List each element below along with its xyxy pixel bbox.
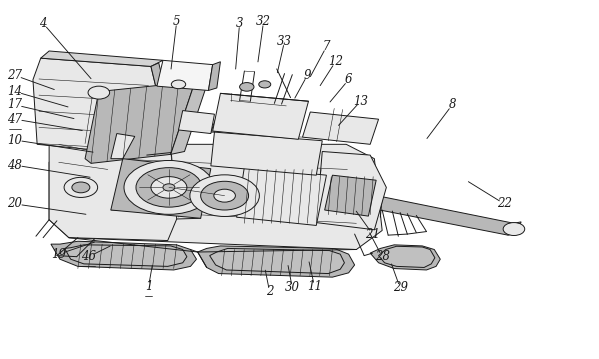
Circle shape (88, 86, 110, 99)
Text: 47: 47 (7, 113, 23, 126)
Circle shape (72, 182, 90, 193)
Text: 10: 10 (7, 134, 23, 146)
Polygon shape (374, 197, 514, 235)
Polygon shape (65, 245, 187, 266)
Polygon shape (33, 58, 159, 155)
Text: 30: 30 (285, 281, 300, 294)
Text: 48: 48 (7, 159, 23, 172)
Polygon shape (210, 248, 344, 274)
Polygon shape (211, 132, 322, 175)
Text: 12: 12 (328, 55, 343, 68)
Polygon shape (208, 62, 220, 90)
Text: 20: 20 (7, 197, 23, 210)
Circle shape (136, 168, 202, 207)
Circle shape (124, 160, 214, 214)
Circle shape (64, 177, 98, 197)
Text: 33: 33 (277, 35, 292, 48)
Text: 21: 21 (365, 228, 380, 241)
Text: 14: 14 (7, 85, 23, 98)
Text: 7: 7 (323, 40, 330, 53)
Text: 13: 13 (353, 95, 368, 108)
Circle shape (259, 81, 271, 88)
Polygon shape (316, 151, 386, 230)
Polygon shape (325, 175, 376, 216)
Polygon shape (213, 93, 308, 139)
Text: 11: 11 (307, 280, 322, 293)
Text: 2: 2 (266, 285, 273, 298)
Polygon shape (198, 246, 355, 277)
Polygon shape (41, 51, 163, 66)
Circle shape (240, 83, 254, 91)
Text: 6: 6 (345, 73, 352, 86)
Polygon shape (157, 60, 213, 90)
Text: 4: 4 (40, 17, 47, 30)
Polygon shape (379, 246, 435, 267)
Text: 19: 19 (51, 248, 66, 261)
Circle shape (214, 189, 235, 202)
Polygon shape (302, 112, 379, 144)
Polygon shape (179, 111, 214, 134)
Polygon shape (49, 145, 177, 241)
Text: 32: 32 (256, 15, 271, 28)
Polygon shape (370, 245, 440, 270)
Circle shape (151, 177, 187, 198)
Polygon shape (51, 241, 196, 270)
Circle shape (503, 223, 525, 236)
Polygon shape (211, 116, 225, 132)
Polygon shape (237, 145, 252, 167)
Text: 5: 5 (173, 15, 180, 28)
Text: 9: 9 (304, 69, 311, 82)
Text: 22: 22 (497, 197, 512, 210)
Polygon shape (147, 63, 167, 155)
Polygon shape (111, 159, 211, 218)
Circle shape (171, 80, 186, 89)
Text: 8: 8 (449, 98, 456, 111)
Text: 17: 17 (7, 98, 23, 111)
Text: 46: 46 (81, 250, 96, 263)
Polygon shape (49, 144, 382, 250)
Text: 27: 27 (7, 69, 23, 82)
Text: 28: 28 (374, 250, 390, 263)
Polygon shape (508, 222, 521, 235)
Polygon shape (237, 167, 326, 225)
Text: 1: 1 (145, 280, 152, 293)
Text: 3: 3 (236, 17, 243, 30)
Polygon shape (85, 83, 193, 163)
Circle shape (163, 184, 175, 191)
Polygon shape (111, 134, 135, 159)
Circle shape (190, 175, 259, 216)
Text: 29: 29 (392, 281, 408, 294)
Circle shape (201, 181, 249, 210)
Polygon shape (171, 85, 207, 154)
